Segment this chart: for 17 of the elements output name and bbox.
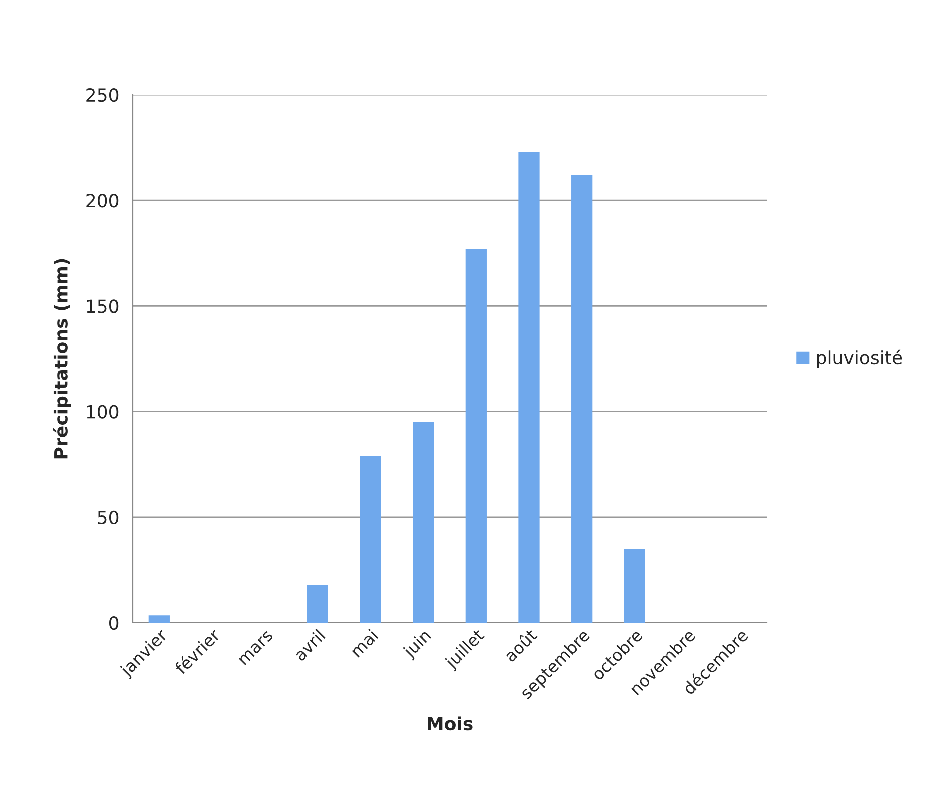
legend-label: pluviosité bbox=[817, 350, 902, 368]
bar bbox=[572, 175, 593, 623]
bar bbox=[360, 456, 382, 623]
bar bbox=[466, 249, 487, 623]
y-axis-title: Précipitations (mm) bbox=[53, 259, 72, 459]
bar bbox=[518, 152, 540, 623]
y-tick-label: 200 bbox=[86, 194, 119, 208]
bar bbox=[307, 584, 328, 623]
x-axis-title: Mois bbox=[428, 716, 473, 731]
bar bbox=[624, 549, 646, 623]
bar bbox=[148, 616, 170, 623]
y-tick-label: 50 bbox=[98, 510, 119, 525]
y-tick-label: 100 bbox=[87, 405, 119, 419]
bar bbox=[413, 422, 434, 623]
y-tick-label: 150 bbox=[87, 300, 119, 314]
y-tick-label: 250 bbox=[86, 88, 119, 102]
y-tick-label: 0 bbox=[110, 616, 119, 630]
